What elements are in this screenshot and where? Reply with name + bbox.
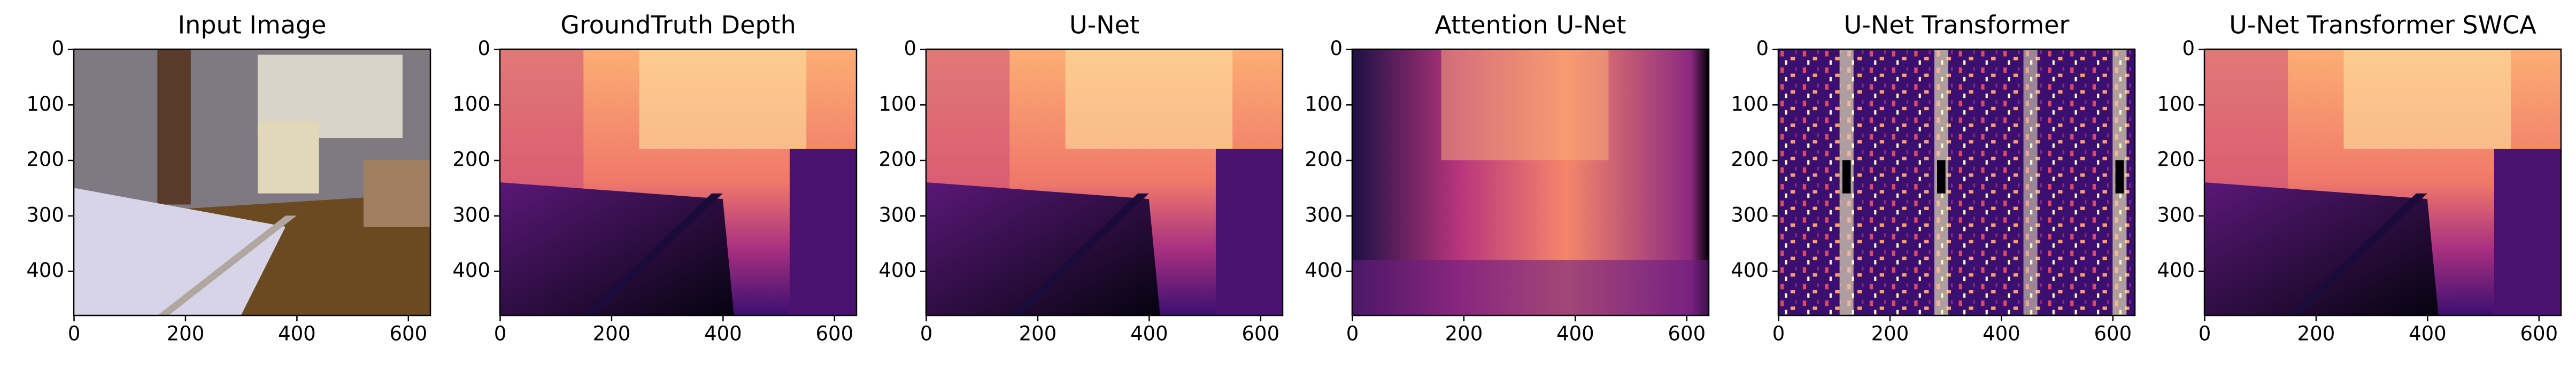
y-tick-label: 200: [452, 148, 490, 171]
x-tick-label: 200: [1871, 322, 1909, 345]
y-tick-label: 100: [452, 92, 490, 115]
y-tick-label: 400: [26, 259, 64, 282]
x-tick-label: 400: [1983, 322, 2020, 345]
x-tick-label: 0: [1346, 322, 1359, 345]
y-tick-label: 100: [1731, 92, 1769, 115]
x-tick-label: 200: [167, 322, 205, 345]
y-tick-label: 200: [878, 148, 916, 171]
panel-image: [2204, 49, 2561, 315]
x-tick-label: 0: [1772, 322, 1785, 345]
panel-title: Attention U-Net: [1435, 11, 1626, 40]
panel-image: [1352, 49, 1709, 315]
y-tick-label: 300: [878, 203, 916, 226]
y-tick-label: 400: [878, 259, 916, 282]
y-tick-label: 200: [1731, 148, 1769, 171]
axes-frame: [925, 48, 1284, 317]
y-tick-label: 0: [1330, 37, 1343, 60]
y-tick-label: 200: [2157, 148, 2195, 171]
axes-frame: [2203, 48, 2562, 317]
y-tick-label: 100: [26, 92, 64, 115]
y-tick-label: 300: [1305, 203, 1343, 226]
axes-frame: [73, 48, 431, 317]
x-tick-label: 600: [390, 322, 428, 345]
x-tick-label: 400: [278, 322, 316, 345]
x-tick-label: 200: [2297, 322, 2335, 345]
x-tick-label: 600: [1668, 322, 1706, 345]
panel-title: U-Net Transformer: [1844, 11, 2070, 40]
x-tick-label: 600: [816, 322, 854, 345]
y-tick-label: 400: [1305, 259, 1343, 282]
panel-image: [500, 49, 857, 315]
x-tick-label: 200: [593, 322, 631, 345]
x-tick-label: 0: [68, 322, 81, 345]
y-tick-label: 300: [452, 203, 490, 226]
x-tick-label: 0: [2199, 322, 2211, 345]
y-tick-label: 0: [904, 37, 916, 60]
x-tick-label: 400: [704, 322, 742, 345]
panel-title: U-Net Transformer SWCA: [2229, 11, 2536, 40]
axes-frame: [1351, 48, 1710, 317]
y-tick-label: 0: [2182, 37, 2195, 60]
x-tick-label: 400: [2409, 322, 2447, 345]
x-tick-label: 200: [1019, 322, 1057, 345]
x-tick-label: 0: [494, 322, 507, 345]
x-tick-label: 600: [2520, 322, 2558, 345]
axes-frame: [499, 48, 858, 317]
y-tick-label: 100: [1305, 92, 1343, 115]
y-tick-label: 400: [452, 259, 490, 282]
axes-frame: [1777, 48, 2136, 317]
x-tick-label: 600: [1242, 322, 1280, 345]
panel-image: [1778, 49, 2135, 315]
y-tick-label: 0: [1756, 37, 1769, 60]
y-tick-label: 200: [1305, 148, 1343, 171]
x-tick-label: 600: [2094, 322, 2132, 345]
panel-title: U-Net: [1069, 11, 1139, 40]
y-tick-label: 0: [51, 37, 64, 60]
panel-image: [926, 49, 1283, 315]
panel-title: GroundTruth Depth: [560, 11, 796, 40]
y-tick-label: 0: [477, 37, 490, 60]
y-tick-label: 100: [2157, 92, 2195, 115]
panel-title: Input Image: [178, 11, 327, 40]
y-tick-label: 300: [2157, 203, 2195, 226]
panel-image: [74, 49, 430, 315]
y-tick-label: 300: [1731, 203, 1769, 226]
y-tick-label: 400: [1731, 259, 1769, 282]
x-tick-label: 200: [1445, 322, 1483, 345]
y-tick-label: 200: [26, 148, 64, 171]
y-tick-label: 300: [26, 203, 64, 226]
x-tick-label: 0: [920, 322, 933, 345]
x-tick-label: 400: [1130, 322, 1168, 345]
y-tick-label: 400: [2157, 259, 2195, 282]
y-tick-label: 100: [878, 92, 916, 115]
x-tick-label: 400: [1556, 322, 1594, 345]
